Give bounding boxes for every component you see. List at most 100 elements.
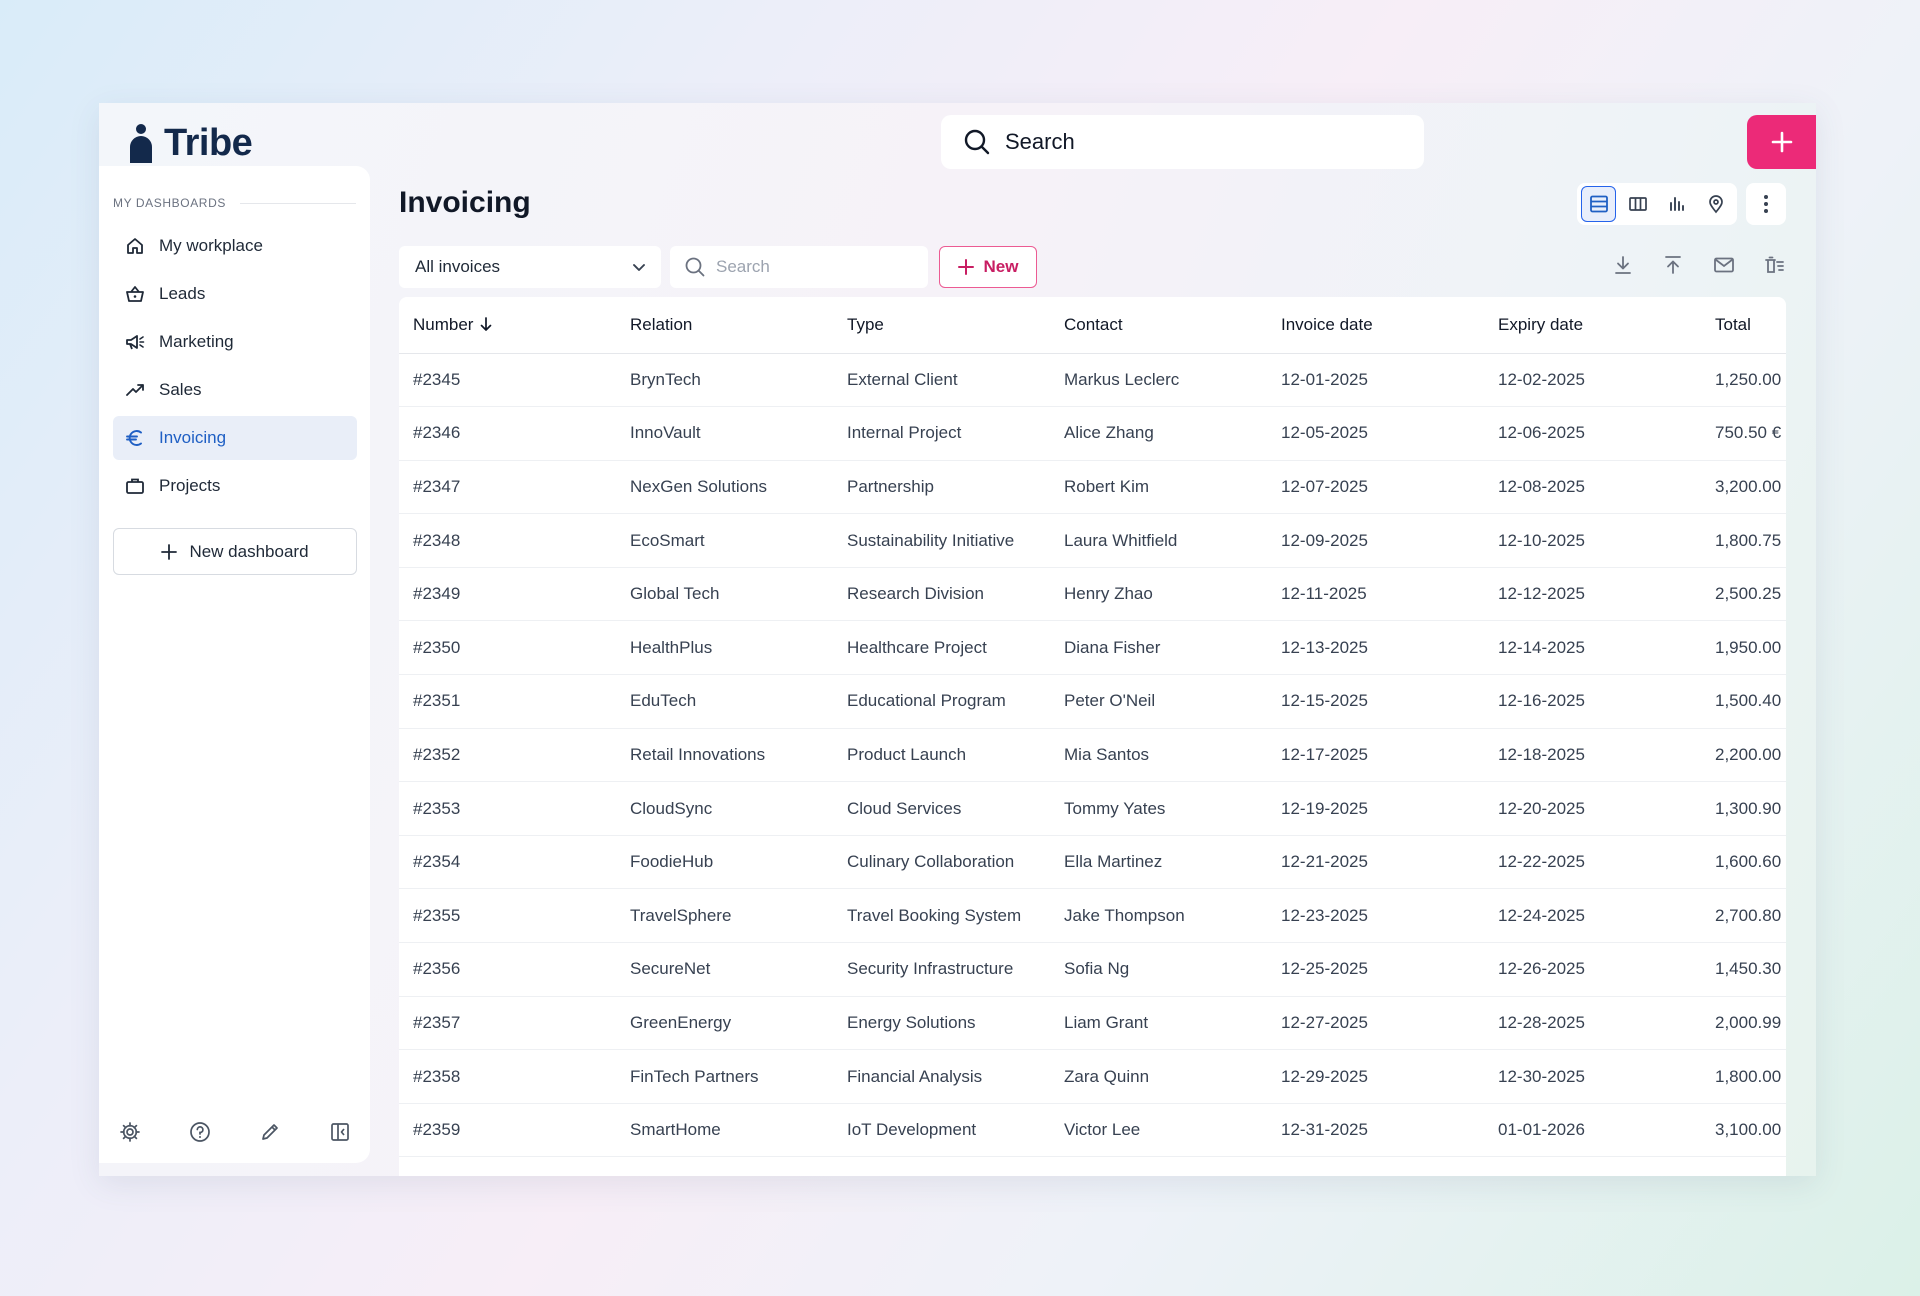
column-header-expiry-date[interactable]: Expiry date <box>1484 297 1701 354</box>
table-row[interactable]: #2346 InnoVault Internal Project Alice Zhan… <box>399 406 1786 461</box>
table-row[interactable]: #2352 Retail Innovations Product Launch Mia… <box>399 728 1786 783</box>
chart-view-button[interactable] <box>1659 186 1694 222</box>
sidebar-item-label: Marketing <box>159 332 234 351</box>
table-row[interactable]: #2345 BrynTech External Client Markus Lecle… <box>399 353 1786 408</box>
cell-number: #2346 <box>399 406 616 461</box>
collapse-sidebar-icon[interactable] <box>329 1121 351 1143</box>
cell-total: 3,200.00 <box>1701 460 1786 515</box>
cell-invoice-date: 12-17-2025 <box>1267 728 1484 783</box>
logo[interactable]: Tribe <box>126 122 253 165</box>
table-row[interactable]: #2354 FoodieHub Culinary Collaboration Ella… <box>399 835 1786 890</box>
cell-number: #2348 <box>399 513 616 568</box>
sort-descending-icon <box>481 316 492 331</box>
help-icon[interactable] <box>189 1121 211 1143</box>
cell-expiry-date: 12-20-2025 <box>1484 781 1701 836</box>
cell-type: Research Division <box>833 567 1050 622</box>
more-options-button[interactable] <box>1746 183 1786 225</box>
cell-type: Internal Project <box>833 406 1050 461</box>
table-row[interactable]: #2348 EcoSmart Sustainability Initiative La… <box>399 513 1786 568</box>
cell-number: #2350 <box>399 620 616 676</box>
new-invoice-button[interactable]: New <box>939 246 1037 288</box>
table-view-icon <box>1589 195 1608 213</box>
search-icon <box>685 257 705 277</box>
table-row[interactable]: #2353 CloudSync Cloud Services Tommy Yates 1… <box>399 781 1786 836</box>
cell-relation: TravelSphere <box>616 888 833 944</box>
invoice-filter-select[interactable]: All invoices <box>399 246 661 288</box>
sidebar-item-my-workplace[interactable]: My workplace <box>113 224 357 268</box>
cell-number: #2347 <box>399 460 616 515</box>
board-view-button[interactable] <box>1620 186 1655 222</box>
sidebar-item-invoicing[interactable]: Invoicing <box>113 416 357 460</box>
cell-expiry-date: 12-12-2025 <box>1484 567 1701 622</box>
cell-number: #2345 <box>399 353 616 408</box>
cell-relation: SmartHome <box>616 1103 833 1158</box>
table-row[interactable]: #2357 GreenEnergy Energy Solutions Liam Gra… <box>399 996 1786 1051</box>
table-row[interactable]: #2351 EduTech Educational Program Peter O'N… <box>399 674 1786 729</box>
upload-icon[interactable] <box>1661 253 1685 277</box>
cell-expiry-date: 12-08-2025 <box>1484 460 1701 515</box>
cell-invoice-date: 12-29-2025 <box>1267 1049 1484 1104</box>
basket-icon <box>126 286 144 302</box>
global-add-button[interactable] <box>1747 115 1816 169</box>
cell-relation: Retail Innovations <box>616 728 833 783</box>
map-view-button[interactable] <box>1698 186 1733 222</box>
gear-icon[interactable] <box>119 1121 141 1143</box>
sidebar-item-label: Invoicing <box>159 428 227 447</box>
table-row[interactable]: #2355 TravelSphere Travel Booking System Ja… <box>399 888 1786 944</box>
column-header-total[interactable]: Total <box>1701 297 1786 354</box>
cell-number: #2354 <box>399 835 616 890</box>
download-icon[interactable] <box>1611 253 1635 277</box>
column-header-type[interactable]: Type <box>833 297 1050 354</box>
tribe-logo-icon <box>130 123 152 163</box>
table-row[interactable]: #2356 SecureNet Security Infrastructure Sof… <box>399 942 1786 997</box>
cell-contact: Henry Zhao <box>1050 567 1267 622</box>
cell-contact: Diana Fisher <box>1050 620 1267 676</box>
sidebar-item-label: Projects <box>159 476 221 495</box>
cell-expiry-date: 12-14-2025 <box>1484 620 1701 676</box>
sidebar-item-projects[interactable]: Projects <box>113 464 357 508</box>
cell-relation: EduTech <box>616 674 833 729</box>
cell-number: #2351 <box>399 674 616 729</box>
new-dashboard-button[interactable]: New dashboard <box>113 528 357 575</box>
column-header-relation[interactable]: Relation <box>616 297 833 354</box>
cell-type: Product Launch <box>833 728 1050 783</box>
table-row[interactable]: #2359 SmartHome IoT Development Victor Lee 1… <box>399 1103 1786 1158</box>
table-view-button[interactable] <box>1581 186 1617 222</box>
column-header-invoice-date[interactable]: Invoice date <box>1267 297 1484 354</box>
cell-type: Culinary Collaboration <box>833 835 1050 890</box>
home-icon <box>127 238 143 254</box>
cell-contact: Robert Kim <box>1050 460 1267 515</box>
cell-relation: CloudSync <box>616 781 833 836</box>
cell-total: 2,700.80 <box>1701 888 1786 944</box>
sidebar-item-marketing[interactable]: Marketing <box>113 320 357 364</box>
cell-expiry-date: 12-02-2025 <box>1484 353 1701 408</box>
cell-type: Educational Program <box>833 674 1050 729</box>
sidebar-nav: My workplace Leads Marketing Sales Invoi… <box>113 224 357 512</box>
new-invoice-label: New <box>983 257 1019 276</box>
table-row[interactable]: #2349 Global Tech Research Division Henry Z… <box>399 567 1786 622</box>
pencil-icon[interactable] <box>259 1121 281 1143</box>
cell-number: #2357 <box>399 996 616 1051</box>
column-header-contact[interactable]: Contact <box>1050 297 1267 354</box>
table-row[interactable]: #2347 NexGen Solutions Partnership Robert K… <box>399 460 1786 515</box>
cell-total: 1,800.75 <box>1701 513 1786 568</box>
cell-type: Energy Solutions <box>833 996 1050 1051</box>
briefcase-icon <box>126 478 144 494</box>
column-header-number[interactable]: Number <box>399 297 616 354</box>
table-row[interactable]: #2350 HealthPlus Healthcare Project Diana F… <box>399 620 1786 676</box>
cell-invoice-date: 12-27-2025 <box>1267 996 1484 1051</box>
cell-total: 1,600.60 <box>1701 835 1786 890</box>
mail-icon[interactable] <box>1712 253 1736 277</box>
cell-type: Financial Analysis <box>833 1049 1050 1104</box>
table-search-input[interactable]: Search <box>670 246 928 288</box>
sidebar-item-sales[interactable]: Sales <box>113 368 357 412</box>
global-search[interactable]: Search <box>941 115 1424 169</box>
sidebar-item-leads[interactable]: Leads <box>113 272 357 316</box>
cell-number: #2359 <box>399 1103 616 1158</box>
cell-total: 1,500.40 <box>1701 674 1786 729</box>
cell-number: #2356 <box>399 942 616 997</box>
cell-total: 1,800.00 <box>1701 1049 1786 1104</box>
table-row[interactable]: #2358 FinTech Partners Financial Analysis Z… <box>399 1049 1786 1104</box>
delete-filter-icon[interactable] <box>1762 253 1786 277</box>
cell-number: #2358 <box>399 1049 616 1104</box>
